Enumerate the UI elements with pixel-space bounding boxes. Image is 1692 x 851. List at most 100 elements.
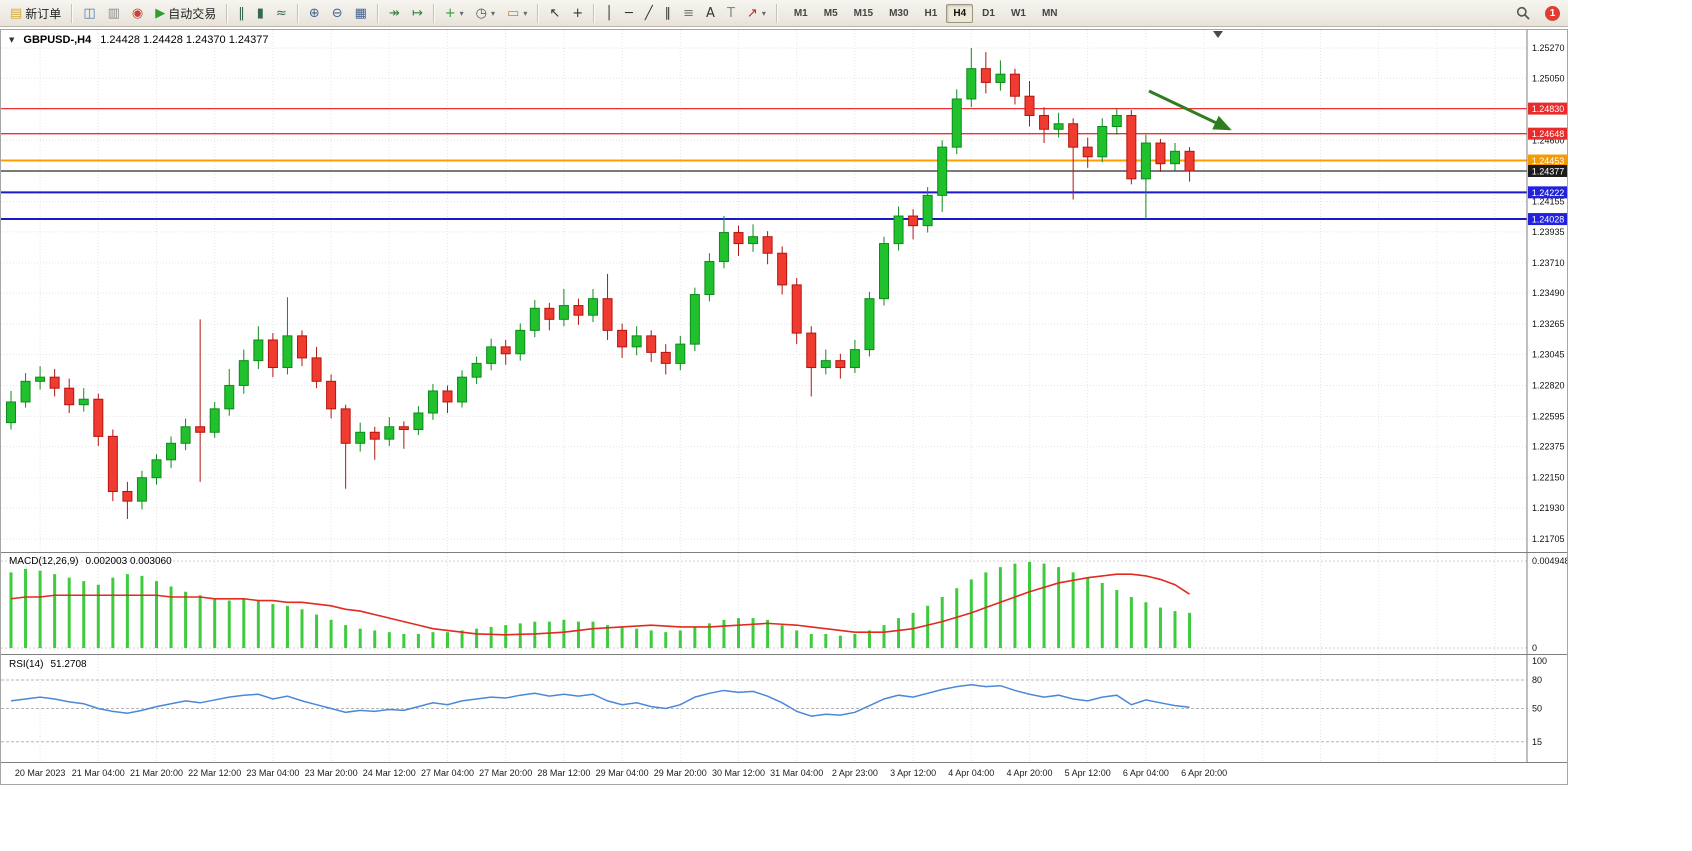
price-line-label: 1.24830: [1532, 104, 1565, 114]
search-icon: [1516, 6, 1530, 20]
macd-panel[interactable]: 0.004948 0: [1, 552, 1567, 654]
tile-windows-icon: ▦: [354, 5, 367, 21]
fibonacci-icon: ≡: [683, 5, 695, 21]
new-order-button[interactable]: ▤ 新订单: [5, 1, 66, 25]
time-axis-label: 31 Mar 04:00: [770, 768, 824, 778]
auto-scroll-button[interactable]: ↠: [384, 1, 405, 25]
price-tick-label: 1.23710: [1532, 258, 1565, 268]
timeframe-mn-button[interactable]: MN: [1041, 7, 1058, 19]
timeframe-m5-button[interactable]: M5: [823, 7, 838, 19]
time-axis-label: 23 Mar 20:00: [304, 768, 358, 778]
notification-badge[interactable]: 1: [1545, 5, 1560, 21]
text-button[interactable]: A: [701, 1, 720, 25]
time-axis-label: 29 Mar 20:00: [653, 768, 707, 778]
cursor-button[interactable]: ↖: [544, 1, 565, 25]
text-label-button[interactable]: T: [722, 1, 740, 25]
toolbar-separator: [775, 3, 778, 23]
chevron-down-icon: ▾: [761, 8, 766, 18]
rsi-tick-label: 100: [1532, 656, 1547, 666]
horizontal-line-icon: ─: [624, 5, 633, 21]
profiles-button[interactable]: ▥: [103, 1, 125, 25]
rsi-line: [10, 683, 1190, 717]
main-price-chart[interactable]: 1.25270 1.25050 1.24830 1.24600 1.24155 1.239…: [1, 30, 1567, 552]
price-line-label: 1.24222: [1532, 188, 1565, 198]
rsi-name: RSI(14): [9, 659, 44, 670]
channel-icon: ∥: [664, 5, 672, 21]
trendline-button[interactable]: ╱: [640, 1, 658, 25]
time-axis-label: 4 Apr 04:00: [948, 768, 995, 778]
main-grid: [1, 30, 1527, 552]
price-tick-label: 1.25050: [1532, 73, 1565, 83]
rsi-tick-label: 50: [1532, 704, 1542, 714]
market-watch-button[interactable]: ◉: [127, 1, 148, 25]
time-axis-label: 28 Mar 12:00: [537, 768, 591, 778]
price-tick-label: 1.24155: [1532, 197, 1565, 207]
rsi-axis: 100 80 50 15: [1526, 655, 1547, 762]
timeframe-d1-button[interactable]: D1: [982, 7, 995, 19]
macd-signal-line: [10, 573, 1190, 636]
time-axis-label: 23 Mar 04:00: [246, 768, 300, 778]
timeframe-h1-button[interactable]: H1: [924, 7, 938, 19]
vertical-line-button[interactable]: │: [600, 1, 618, 25]
zoom-out-button[interactable]: ⊖: [327, 1, 348, 25]
zoom-out-icon: ⊖: [331, 5, 343, 21]
price-tick-label: 1.23045: [1532, 349, 1565, 359]
periods-button[interactable]: ◷ ▾: [471, 1, 500, 25]
templates-button[interactable]: ▭ ▾: [502, 1, 532, 25]
price-tick-label: 1.25270: [1532, 43, 1565, 53]
macd-values: 0.002003 0.003060: [85, 556, 172, 567]
horizontal-level-lines[interactable]: [1, 107, 1527, 221]
bar-chart-icon: ‖: [238, 5, 245, 21]
timeframe-m30-button[interactable]: M30: [889, 7, 909, 19]
crosshair-button[interactable]: +: [567, 1, 588, 25]
timeframe-m1-button[interactable]: M1: [793, 7, 808, 19]
horizontal-line-button[interactable]: ─: [620, 1, 638, 25]
candlestick-chart-button[interactable]: ▮: [252, 1, 269, 25]
timeframe-w1-button[interactable]: W1: [1010, 7, 1026, 19]
bar-chart-button[interactable]: ‖: [233, 1, 250, 25]
time-axis-label: 21 Mar 20:00: [129, 768, 184, 778]
price-tick-label: 1.22150: [1532, 473, 1565, 483]
fibonacci-button[interactable]: ≡: [678, 1, 699, 25]
text-icon: A: [706, 5, 715, 21]
trend-arrow-annotation[interactable]: [1148, 89, 1232, 131]
zoom-in-button[interactable]: ⊕: [304, 1, 325, 25]
time-axis-label: 4 Apr 20:00: [1006, 768, 1053, 778]
chevron-down-icon: ▾: [523, 8, 528, 18]
toolbar-button-groups: ▤ 新订单 ◫ ▥ ◉ ▶ 自动交易 ‖ ▮ ≈ ⊕ ⊖ ▦ ↠ ↦ + ▾ ◷ ▾ ▭ ▾ ↖ + │ ─ ╱ ∥ ≡ A T ↗ ▾: [4, 1, 772, 25]
tile-windows-button[interactable]: ▦: [350, 1, 372, 25]
chart-window-icon: ◫: [83, 5, 96, 21]
timeframe-m15-button[interactable]: M15: [853, 7, 874, 19]
rsi-panel[interactable]: 100 80 50 15: [1, 654, 1567, 762]
text-label-icon: T: [726, 5, 735, 21]
time-axis-label: 24 Mar 12:00: [362, 768, 416, 778]
macd-name: MACD(12,26,9): [9, 556, 79, 567]
price-tick-label: 1.21705: [1532, 534, 1565, 544]
charts-button[interactable]: ◫: [78, 1, 100, 25]
chart-ohlc-quotes: 1.24428 1.24428 1.24370 1.24377: [100, 34, 269, 46]
autotrading-button-label: 自动交易: [168, 6, 217, 21]
chart-window[interactable]: 1.25270 1.25050 1.24830 1.24600 1.24155 1.239…: [0, 29, 1568, 785]
rsi-value: 51.2708: [50, 659, 87, 670]
rsi-tick-label: 15: [1532, 737, 1542, 747]
toolbar-separator: [593, 3, 596, 23]
indicators-button[interactable]: + ▾: [440, 1, 469, 25]
vertical-line-icon: │: [605, 5, 613, 21]
rsi-tick-label: 80: [1532, 675, 1542, 685]
time-axis-label: 30 Mar 12:00: [711, 768, 766, 778]
chart-shift-button[interactable]: ↦: [407, 1, 428, 25]
notification-count: 1: [1549, 7, 1556, 19]
line-chart-button[interactable]: ≈: [271, 1, 292, 25]
market-watch-icon: ◉: [131, 5, 144, 21]
timeframe-h4-button[interactable]: H4: [946, 3, 974, 23]
price-tick-label: 1.23490: [1532, 288, 1565, 298]
price-tick-label: 1.23935: [1532, 227, 1565, 237]
search-button[interactable]: [1511, 1, 1535, 25]
price-tick-label: 1.23265: [1532, 319, 1565, 329]
channel-button[interactable]: ∥: [660, 1, 677, 25]
price-axis: 1.25270 1.25050 1.24830 1.24600 1.24155 1.239…: [1526, 30, 1567, 552]
price-tick-label: 1.22820: [1532, 380, 1565, 390]
toolbar-right-cluster: 1: [1510, 1, 1564, 25]
autotrading-button[interactable]: ▶ 自动交易: [150, 1, 221, 25]
arrows-button[interactable]: ↗ ▾: [742, 1, 771, 25]
